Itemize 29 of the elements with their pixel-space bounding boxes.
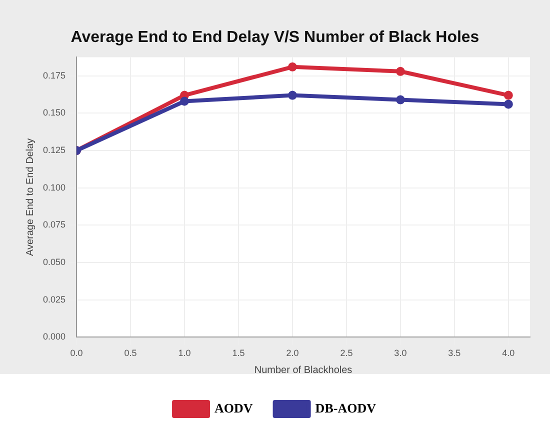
legend-label: DB-AODV xyxy=(315,400,377,416)
point xyxy=(396,66,405,76)
point xyxy=(180,96,189,106)
x-tick-label: 2.0 xyxy=(286,348,299,358)
point xyxy=(504,90,513,100)
x-tick-label: 4.0 xyxy=(502,348,515,358)
y-tick-label: 0.175 xyxy=(42,70,66,80)
point xyxy=(288,62,297,72)
x-tick-label: 0.0 xyxy=(70,348,83,358)
y-tick-label: 0.050 xyxy=(42,257,66,268)
y-axis-title: Average End to End Delay xyxy=(24,138,36,256)
x-tick-label: 1.5 xyxy=(232,348,245,358)
y-tick-label: 0.125 xyxy=(42,145,66,156)
y-tick-label: 0.025 xyxy=(42,294,66,304)
y-tick-label: 0.075 xyxy=(42,220,66,230)
x-tick-label: 0.5 xyxy=(124,348,137,358)
x-tick-label: 1.0 xyxy=(178,348,191,358)
x-axis-title: Number of Blackholes xyxy=(254,364,352,376)
x-tick-label: 3.0 xyxy=(394,348,407,358)
legend-label: AODV xyxy=(214,400,254,416)
point xyxy=(396,95,405,104)
y-tick-label: 0.150 xyxy=(42,108,66,118)
point xyxy=(504,100,513,109)
x-tick-label: 3.5 xyxy=(448,348,461,358)
chart-title: Average End to End Delay V/S Number of Black Holes xyxy=(70,29,480,46)
point xyxy=(288,90,297,100)
x-tick-label: 2.5 xyxy=(340,348,353,358)
y-tick-label: 0.000 xyxy=(42,332,66,342)
y-tick-label: 0.100 xyxy=(42,182,66,192)
